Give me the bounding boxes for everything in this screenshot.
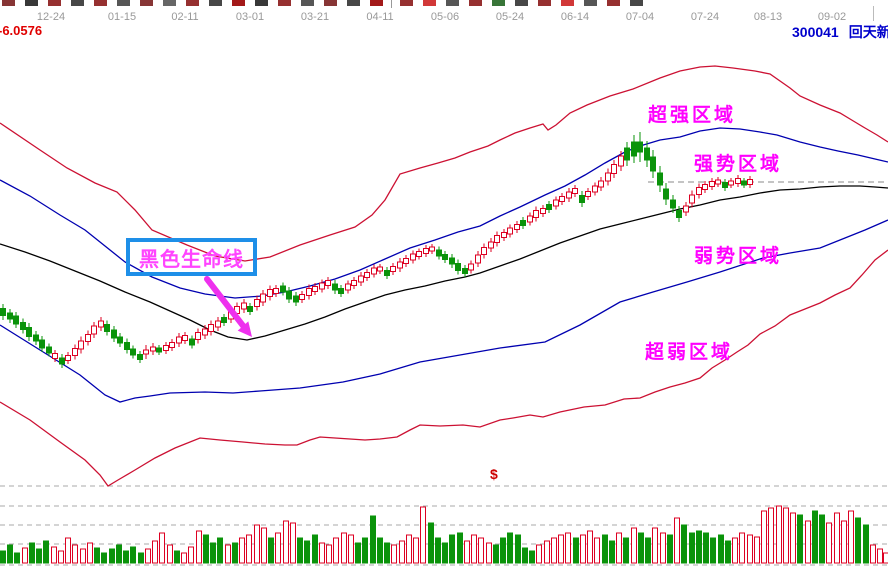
- date-tick: 08-13: [753, 11, 783, 23]
- toolbar-icon[interactable]: [584, 0, 597, 6]
- stock-name: 回天新材: [848, 24, 888, 40]
- volume-bars: [0, 505, 888, 564]
- lifeline-annotation-text: 黑色生命线: [139, 248, 244, 271]
- toolbar-icon[interactable]: [515, 0, 528, 6]
- date-tick: 12-24: [36, 11, 66, 23]
- date-tick: 07-04: [625, 11, 655, 23]
- toolbar-icon[interactable]: [400, 0, 413, 6]
- date-tick: 02-11: [171, 11, 199, 23]
- annotation-arrow[interactable]: [204, 276, 252, 337]
- toolbar-icon[interactable]: [607, 0, 620, 6]
- toolbar-icon[interactable]: [94, 0, 107, 6]
- toolbar-icon[interactable]: [324, 0, 337, 6]
- date-tick: 09-02: [817, 11, 847, 23]
- toolbar-icon[interactable]: [163, 0, 176, 6]
- toolbar-icon[interactable]: [630, 0, 643, 6]
- toolbar-icon[interactable]: [469, 0, 482, 6]
- toolbar-icon[interactable]: [255, 0, 268, 6]
- dollar-marker: $: [490, 466, 498, 482]
- toolbar-icon[interactable]: [538, 0, 551, 6]
- toolbar-icon[interactable]: [25, 0, 38, 6]
- lifeline-annotation-box[interactable]: 黑色生命线: [126, 238, 257, 276]
- toolbar-icon[interactable]: [186, 0, 199, 6]
- zone-label-super-weak: 超弱区域: [645, 342, 734, 363]
- toolbar-icon[interactable]: [347, 0, 360, 6]
- band-lower-blue: [0, 219, 888, 403]
- toolbar-separator: [391, 0, 392, 8]
- toolbar-icon[interactable]: [423, 0, 436, 6]
- toolbar-icon[interactable]: [2, 0, 15, 6]
- toolbar-icon[interactable]: [561, 0, 574, 6]
- stock-code: 300041: [792, 24, 839, 40]
- date-tick: 01-15: [107, 11, 137, 23]
- toolbar-icon[interactable]: [209, 0, 222, 6]
- toolbar-icon[interactable]: [301, 0, 314, 6]
- date-tick: 05-06: [430, 11, 460, 23]
- toolbar-icon[interactable]: [48, 0, 61, 6]
- axis-separator: [873, 6, 874, 21]
- indicator-value: -6.0576: [0, 23, 43, 38]
- toolbar-icon[interactable]: [278, 0, 291, 6]
- date-tick: 05-24: [495, 11, 525, 23]
- zone-label-weak: 弱势区域: [694, 246, 783, 267]
- zone-label-super-strong: 超强区域: [648, 105, 737, 126]
- date-tick: 07-24: [690, 11, 720, 23]
- date-tick: 06-14: [560, 11, 590, 23]
- zone-label-strong: 强势区域: [694, 154, 783, 175]
- stock-title: 300041 回天新材: [792, 22, 888, 42]
- band-upper-red: [0, 65, 888, 262]
- date-tick: 03-01: [235, 11, 265, 23]
- date-tick: 03-21: [300, 11, 330, 23]
- toolbar-icon[interactable]: [492, 0, 505, 6]
- band-lower-red: [0, 249, 888, 487]
- toolbar-icon[interactable]: [370, 0, 383, 6]
- candlesticks: [0, 132, 753, 368]
- toolbar-icon[interactable]: [232, 0, 245, 6]
- toolbar-icon[interactable]: [71, 0, 84, 6]
- toolbar-icon[interactable]: [140, 0, 153, 6]
- date-tick: 04-11: [366, 11, 394, 23]
- toolbar-icon[interactable]: [117, 0, 130, 6]
- toolbar-icon[interactable]: [446, 0, 459, 6]
- band-upper-blue: [0, 127, 888, 299]
